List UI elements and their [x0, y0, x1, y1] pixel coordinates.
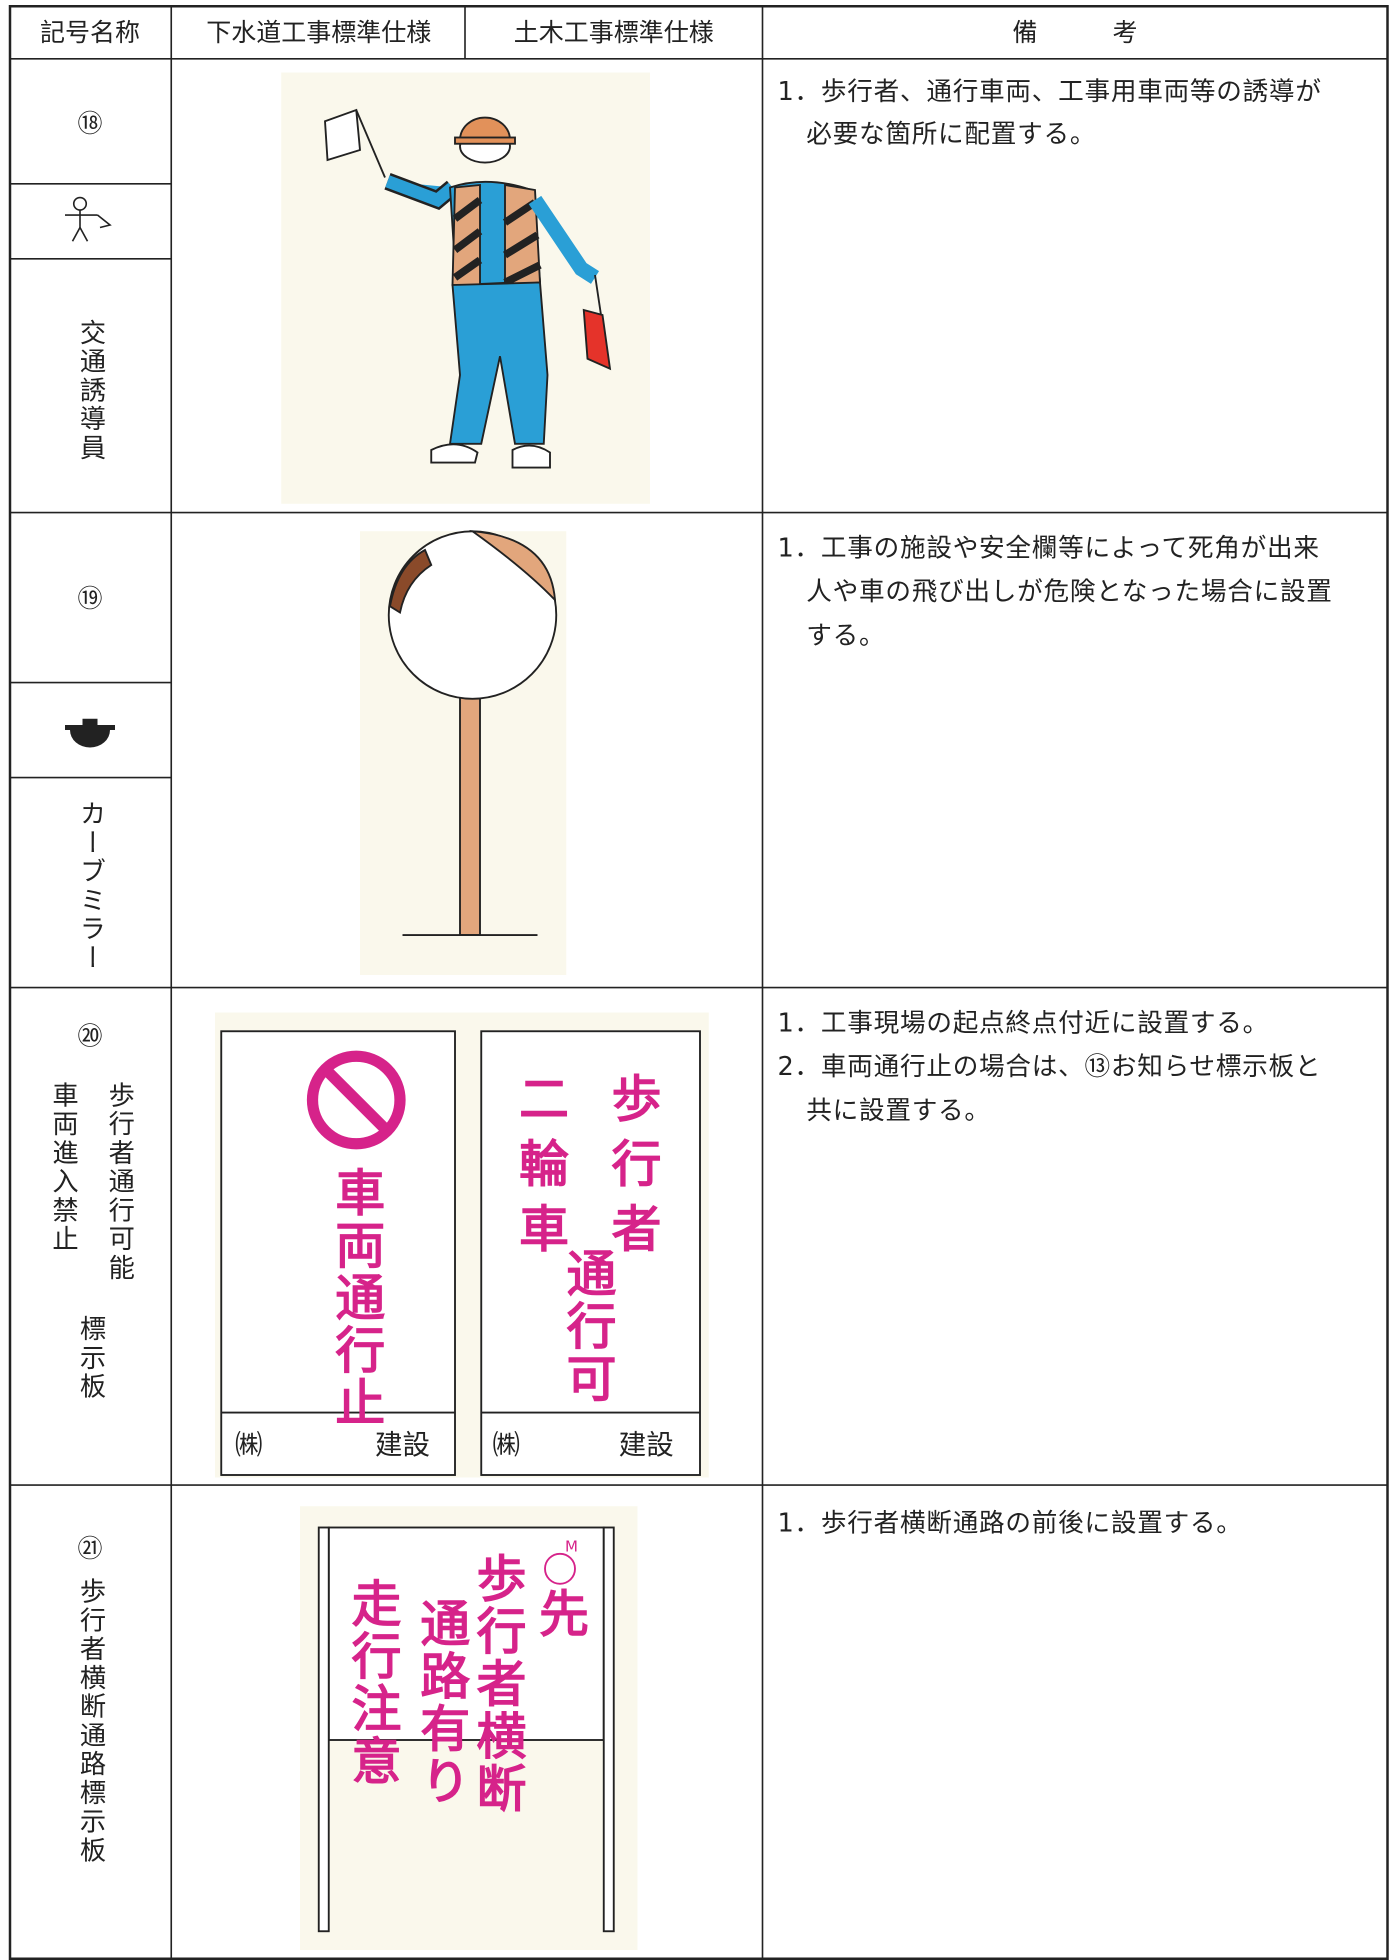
remark-line: 2．車両通行止の場合は、⑬お知らせ標示板と — [778, 1052, 1322, 1082]
sign-text: 建設 — [619, 1429, 674, 1461]
header: 記号名称 下水道工事標準仕様 土木工事標準仕様 備 考 — [40, 18, 1138, 47]
remark-line: 1．歩行者横断通路の前後に設置する。 — [778, 1508, 1243, 1538]
illustration-crossing — [300, 1506, 638, 1950]
remark-line: する。 — [806, 621, 885, 651]
header-cell: 記号名称 — [40, 18, 140, 47]
remark-line: 人や車の飛び出しが危険となった場合に設置 — [806, 577, 1332, 607]
remark-line: 必要な箇所に配置する。 — [806, 120, 1096, 150]
sign-text: ㈱ — [493, 1429, 521, 1461]
header-cell: 土木工事標準仕様 — [514, 18, 714, 47]
row-name: 歩行者横断通路標示板 — [75, 1578, 106, 1866]
illustration-mirror — [360, 530, 567, 975]
sign-text: ㈱ — [235, 1429, 263, 1461]
header-cell: 下水道工事標準仕様 — [206, 18, 431, 47]
illustration-signs: 車両通行止 ㈱ 建設 二輪車 歩行者 通行可 ㈱ 建設 — [215, 1012, 709, 1478]
sign-text: 歩行者横断 — [469, 1553, 527, 1816]
row-number: ⑱ — [77, 109, 102, 138]
sign-text: 建設 — [375, 1429, 430, 1461]
row-name: 歩行者通行可能 — [104, 1081, 135, 1282]
symbol-mirror — [65, 718, 115, 748]
row-name: 標示板 — [75, 1315, 106, 1401]
sign-text: 先 — [531, 1588, 589, 1641]
illustration-guide — [281, 72, 650, 504]
sign-text: 二輪車 — [511, 1073, 569, 1268]
row-number: ㉑ — [77, 1534, 102, 1563]
sign-text: 走行注意 — [344, 1578, 402, 1788]
header-cell: 備 考 — [1012, 18, 1137, 47]
row-number: ⑲ — [77, 584, 102, 613]
row-name: カーブミラー — [75, 800, 105, 973]
sign-text: 車両通行止 — [327, 1166, 385, 1429]
sign-text: 通行可 — [559, 1248, 617, 1406]
remark-line: 共に設置する。 — [806, 1096, 991, 1126]
remark-line: 1．歩行者、通行車両、工事用車両等の誘導が — [778, 77, 1322, 107]
row-name: 車両進入禁止 — [48, 1081, 79, 1254]
table-grid — [8, 5, 1389, 1960]
remark-line: 1．工事現場の起点終点付近に設置する。 — [778, 1008, 1270, 1038]
remark-line: 1．工事の施設や安全欄等によって死角が出来 — [778, 533, 1320, 563]
row-name: 交通誘導員 — [75, 319, 106, 463]
sign-text: M — [565, 1537, 578, 1555]
sign-text: 通路有り — [412, 1598, 470, 1808]
symbol-guide — [64, 196, 112, 242]
sign-text: 歩行者 — [604, 1073, 662, 1268]
row-number: ⑳ — [77, 1022, 102, 1051]
